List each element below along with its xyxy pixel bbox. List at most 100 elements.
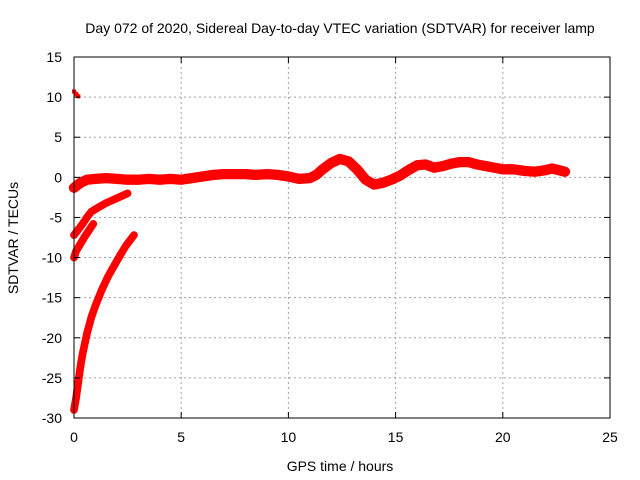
data-point [380,180,385,185]
data-point [449,161,454,166]
data-point [157,177,162,182]
data-point [543,168,548,173]
y-tick-label: 0 [54,169,62,185]
data-point [415,163,419,168]
data-point [423,162,428,167]
data-point [74,395,79,400]
data-point [93,176,98,181]
data-point [104,176,109,181]
plot-frame [73,56,611,419]
series-recovery-c [70,231,138,414]
y-tick-label: 15 [46,49,62,65]
data-point [522,168,527,173]
data-point [346,159,351,164]
data-point [78,241,83,246]
data-point [492,165,497,170]
data-point [372,182,377,187]
data-point [457,160,462,165]
data-point [76,227,81,232]
y-tick-label: 10 [46,89,62,105]
x-tick-label: 20 [495,429,511,445]
y-tick-label: -30 [42,410,62,426]
data-point [275,172,280,177]
data-point [132,233,136,238]
data-point [89,315,94,320]
x-tick-label: 0 [70,429,78,445]
y-tick-label: -25 [42,370,62,386]
y-tick-label: -10 [42,250,62,266]
data-point [179,177,184,182]
data-point [80,351,85,356]
data-point [125,191,130,196]
data-point [556,168,561,173]
data-point [200,174,205,179]
data-point [440,164,445,169]
data-point [114,196,119,201]
data-point [389,177,394,182]
data-point [93,303,98,308]
data-point [406,168,411,173]
chart-title: Day 072 of 2020, Sidereal Day-to-day VTE… [85,20,595,36]
data-point [99,287,104,292]
data-point [363,177,368,182]
data-point [106,274,111,278]
data-point [76,94,81,99]
data-point [168,176,173,181]
data-point [533,169,537,174]
x-axis-label: GPS time / hours [287,458,394,474]
data-point [397,173,402,178]
data-point [78,180,83,185]
x-tick-label: 25 [602,429,618,445]
data-point [297,176,302,181]
data-point [466,160,471,165]
y-tick-label: -15 [42,290,62,306]
data-point [483,164,488,169]
data-point [355,167,359,172]
axis-ticks [73,56,611,419]
data-point [84,177,89,182]
data-point [550,166,555,171]
data-point [307,176,312,181]
data-point [76,379,81,384]
data-point [89,209,94,214]
data-point [286,174,291,179]
x-tick-label: 5 [177,429,185,445]
tick-labels: 0 5 10 15 20 25 -30 -25 -20 -15 -10 -5 0 5 10 15 [42,49,618,445]
data-point [95,205,100,210]
data-point [232,172,237,177]
data-point [243,172,248,177]
data-point [80,221,85,226]
data-point [114,176,119,181]
data-point [87,228,91,233]
data-point [222,172,227,177]
data-point [314,172,319,177]
y-axis-label: SDTVAR / TECUs [5,182,21,294]
data-point [254,172,259,177]
series-band [68,153,571,193]
data-point [337,156,342,161]
data-point [82,234,87,239]
series-recovery-a [70,189,132,239]
data-point [136,177,141,182]
data-point [78,364,83,369]
series-band [70,189,132,239]
data-point [91,221,96,226]
x-tick-label: 15 [388,429,404,445]
data-point [123,244,128,249]
y-tick-label: -5 [50,209,63,225]
data-point [125,177,130,182]
data-point [189,176,194,181]
plot-series [68,89,571,414]
data-point [74,249,79,254]
data-point [147,176,151,181]
data-point [84,331,89,336]
series-main [68,153,571,193]
x-tick-label: 10 [281,429,297,445]
y-tick-label: 5 [54,129,62,145]
data-point [265,172,269,177]
series-band [70,231,138,414]
data-point [500,167,505,172]
data-point [211,172,216,177]
grid [74,57,610,418]
